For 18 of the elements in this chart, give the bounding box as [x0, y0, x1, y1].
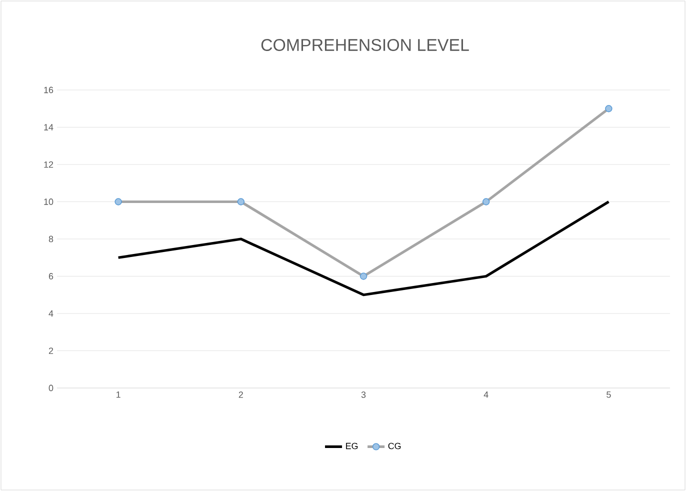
- x-tick-label: 2: [238, 392, 243, 398]
- legend-label: EG: [346, 442, 358, 450]
- x-tick-label: 1: [116, 392, 120, 398]
- line-series: [117, 200, 610, 296]
- y-tick-label: 10: [44, 198, 54, 205]
- chart-title: COMPREHENSION LEVEL: [261, 38, 469, 51]
- legend-label: CG: [388, 442, 401, 450]
- x-tick-label: 3: [361, 392, 366, 398]
- y-tick-label: 4: [48, 310, 54, 317]
- x-tick-label: 4: [484, 392, 488, 398]
- y-tick-label: 16: [44, 86, 54, 94]
- y-tick-label: 2: [48, 348, 54, 354]
- y-tick-label: 6: [48, 273, 54, 280]
- x-tick-label: 5: [606, 392, 611, 398]
- y-tick-label: 0: [48, 384, 54, 392]
- y-tick-label: 14: [44, 124, 54, 130]
- y-tick-label: 8: [48, 236, 54, 242]
- y-tick-label: 12: [44, 161, 54, 168]
